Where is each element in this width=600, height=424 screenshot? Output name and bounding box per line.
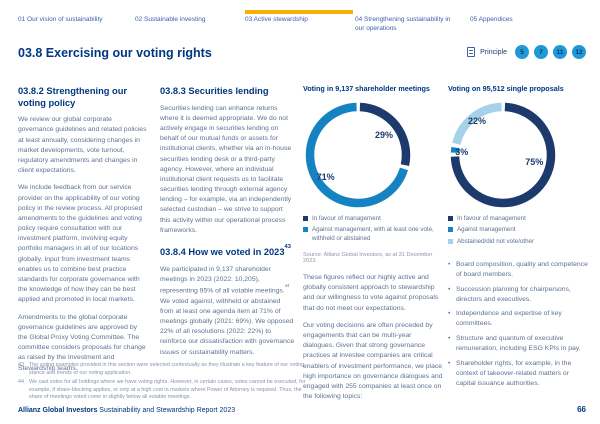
paragraph: Securities lending can enhance returns w… — [160, 104, 292, 234]
chart-title-proposals: Voting on 95,512 single proposals — [448, 84, 564, 93]
list-item: Structure and quantum of executive remun… — [448, 334, 590, 354]
chart-legend-meetings: In favour of management Against manageme… — [303, 215, 443, 243]
list-item: Succession planning for chairpersons, di… — [448, 285, 590, 305]
nav-item-sustainable-investing[interactable]: 02 Sustainable investing — [135, 16, 206, 23]
principle-label: Principle — [480, 48, 507, 56]
section-heading-384: 03.8.4 How we voted in 202343 — [160, 244, 291, 258]
chart-source: Source: Allianz Global Investors, as at … — [303, 252, 433, 265]
legend-item: Against management, with at least one vo… — [303, 226, 443, 243]
principle-document-icon — [467, 47, 476, 57]
paragraph: We review our global corporate governanc… — [18, 116, 147, 175]
nav-item-strengthening-operations[interactable]: 04 Strengthening sustainability in our o… — [355, 16, 451, 33]
chart-title-meetings: Voting in 9,137 shareholder meetings — [303, 84, 430, 93]
legend-item: In favour of management — [303, 215, 443, 223]
legend-swatch — [303, 216, 308, 221]
legend-swatch — [448, 216, 453, 221]
paragraph: We participated in 9,137 shareholder mee… — [160, 265, 295, 356]
segment-value-label: 22% — [468, 115, 487, 126]
principle-badge-11[interactable]: 11 — [553, 45, 567, 59]
footnote-ref-44: 44 — [284, 283, 290, 289]
footnote-ref-43: 43 — [284, 244, 291, 251]
principles-group: Principle 5 7 11 12 — [467, 45, 586, 59]
legend-item: Against management — [448, 226, 590, 234]
section-heading-382: 03.8.2 Strengthening our voting policy — [18, 86, 127, 108]
list-item: Board composition, quality and competenc… — [448, 260, 590, 280]
list-item: Shareholder rights, for example, in the … — [448, 359, 590, 389]
segment-value-label: 3% — [455, 146, 469, 157]
segment-value-label: 29% — [374, 129, 393, 140]
chart-legend-proposals: In favour of management Against manageme… — [448, 215, 590, 246]
legend-swatch — [448, 227, 453, 233]
legend-swatch — [303, 227, 308, 233]
column-chart-meetings: Voting in 9,137 shareholder meetings 29%… — [303, 84, 443, 409]
nav-item-active-stewardship[interactable]: 03 Active stewardship — [245, 16, 308, 23]
column-chart-proposals: Voting on 95,512 single proposals 75% 3%… — [448, 84, 590, 393]
footnote-44: 44 We cast votes for all holdings where … — [18, 379, 306, 401]
nav-item-appendices[interactable]: 05 Appendices — [470, 16, 513, 23]
active-tab-indicator — [245, 10, 353, 14]
donut-chart-meetings: 29% 71% — [305, 102, 411, 208]
paragraph: Amendments to the global corporate gover… — [18, 313, 146, 372]
legend-item: Abstained/did not vote/other — [448, 238, 590, 246]
principle-badge-12[interactable]: 12 — [572, 45, 586, 59]
page-title: 03.8 Exercising our voting rights — [18, 46, 212, 60]
column-strengthening-voting-policy: 03.8.2 Strengthening our voting policy W… — [18, 86, 147, 381]
principle-badge-7[interactable]: 7 — [534, 45, 548, 59]
paragraph: We include feedback from our service pro… — [18, 184, 143, 304]
paragraph: These figures reflect our highly active … — [303, 274, 439, 312]
segment-value-label: 75% — [525, 157, 544, 168]
legend-swatch — [448, 238, 453, 244]
governance-topics-list: Board composition, quality and competenc… — [448, 260, 590, 388]
page-footer: Allianz Global Investors Sustainability … — [18, 405, 586, 414]
footnotes-block: 43 The voting examples provided in this … — [18, 362, 310, 404]
donut-chart-proposals: 75% 3% 22% — [450, 102, 556, 208]
column-securities-lending: 03.8.3 Securities lending Securities len… — [160, 86, 295, 365]
page-number: 66 — [577, 405, 586, 414]
section-heading-383: 03.8.3 Securities lending — [160, 86, 269, 96]
list-item: Independence and expertise of key commit… — [448, 309, 590, 329]
paragraph: Our voting decisions are often preceded … — [303, 321, 443, 401]
footer-report-title: Allianz Global Investors Sustainability … — [18, 407, 236, 414]
nav-item-vision[interactable]: 01 Our vision of sustainability — [18, 16, 103, 23]
segment-value-label: 71% — [316, 171, 335, 182]
principle-badge-5[interactable]: 5 — [515, 45, 529, 59]
footnote-43: 43 The voting examples provided in this … — [18, 362, 305, 376]
legend-item: In favour of management — [448, 215, 590, 223]
